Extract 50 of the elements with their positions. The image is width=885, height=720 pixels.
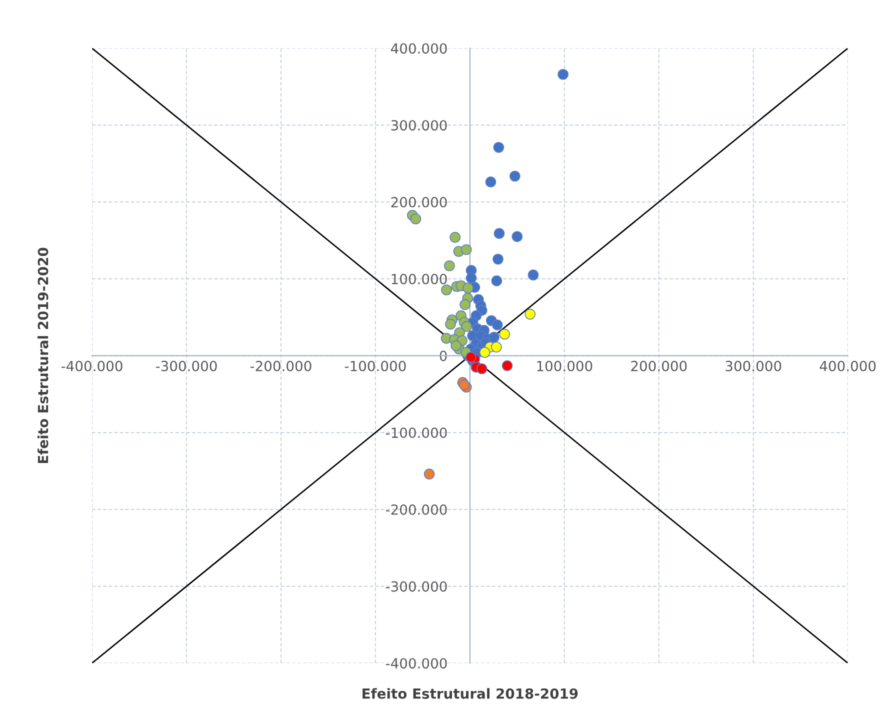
x-tick-label: 200.000 (631, 360, 687, 372)
y-tick-label: 400.000 (390, 43, 447, 54)
point (493, 142, 504, 153)
point (512, 231, 523, 242)
point (502, 360, 513, 372)
x-tick-label: -200.000 (250, 360, 312, 372)
x-tick-label: -300.000 (156, 360, 217, 372)
point (441, 284, 452, 296)
point (460, 299, 470, 310)
y-tick-label: 300.000 (391, 120, 447, 131)
point (492, 320, 503, 330)
x-tick-label: -100.000 (344, 360, 406, 372)
y-tick-label: -300.000 (386, 581, 447, 592)
point (524, 308, 536, 320)
point (458, 379, 470, 390)
x-tick-label: -400.000 (61, 360, 122, 372)
y-tick-label: 0 (440, 350, 447, 362)
point (410, 213, 422, 224)
point (476, 363, 488, 374)
point (450, 340, 462, 352)
y-axis-title: Efeito Estrutural 2019-2020 (38, 248, 48, 464)
point (485, 176, 496, 188)
x-tick-label: 100.000 (537, 360, 592, 372)
point (491, 275, 502, 286)
point (450, 232, 461, 243)
y-tick-label: -100.000 (386, 428, 447, 438)
point (492, 254, 504, 265)
x-tick-label: 400.000 (820, 360, 876, 372)
point (460, 244, 472, 256)
y-tick-label: -400.000 (386, 658, 447, 669)
point (494, 228, 505, 239)
x-axis-title: Efeito Estrutural 2018-2019 (362, 688, 578, 699)
point (479, 346, 490, 358)
y-tick-label: -200.000 (386, 504, 447, 515)
y-tick-label: 200.000 (391, 196, 447, 208)
point (528, 270, 539, 280)
point (558, 68, 569, 80)
point (445, 318, 456, 330)
x-tick-label: 300.000 (726, 360, 782, 372)
point (466, 272, 477, 284)
y-tick-label: 100.000 (392, 274, 447, 284)
point (499, 328, 510, 340)
point (490, 342, 502, 352)
point (509, 170, 520, 182)
point (444, 260, 455, 272)
point (424, 468, 435, 480)
point (462, 282, 474, 294)
point (488, 332, 500, 343)
point (461, 321, 472, 332)
point (465, 352, 476, 363)
